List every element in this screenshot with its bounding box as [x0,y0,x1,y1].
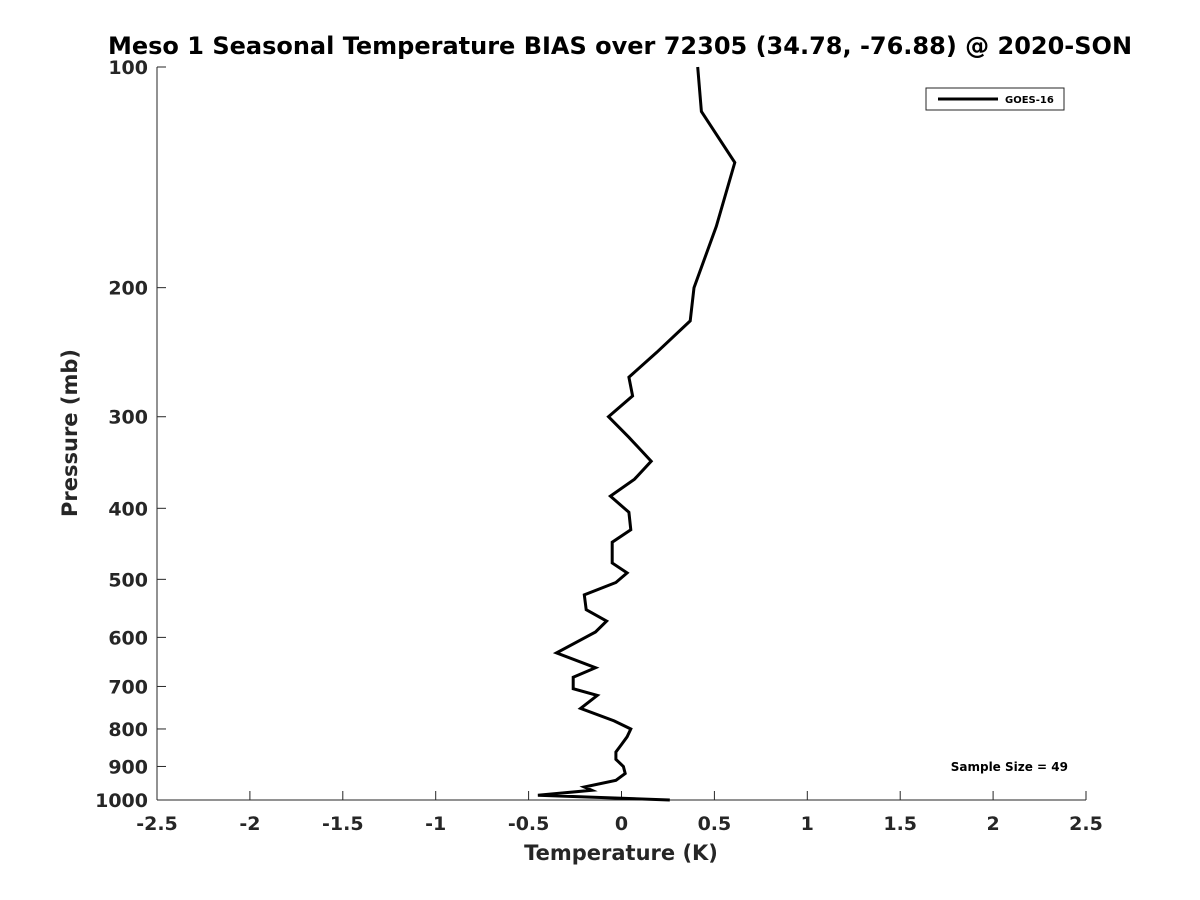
x-tick-label: -2.5 [136,813,178,835]
x-tick-label: -0.5 [508,813,550,835]
y-tick-label: 600 [108,627,148,649]
y-axis-ticks: 100 200 300 400 500 600 700 800 900 1000 [95,57,166,812]
y-tick-label: 100 [108,57,148,79]
sample-size-annotation: Sample Size = 49 [951,760,1068,774]
legend: GOES-16 [925,87,1065,111]
x-axis-ticks: -2.5 -2 -1.5 -1 -0.5 0 0.5 1 1.5 2 2.5 [136,791,1103,835]
legend-label-goes-16: GOES-16 [1005,95,1054,106]
x-tick-label: -2 [239,813,260,835]
series-line-goes-16 [537,66,737,802]
x-tick-label: 0.5 [698,813,732,835]
y-tick-label: 1000 [95,790,148,812]
series-layer [537,66,737,802]
x-tick-label: 1.5 [883,813,917,835]
x-tick-label: -1.5 [322,813,364,835]
x-tick-label: 0 [615,813,628,835]
y-tick-label: 500 [108,569,148,591]
y-tick-label: 200 [108,278,148,300]
y-axis-label: Pressure (mb) [58,349,82,517]
y-tick-label: 800 [108,719,148,741]
y-tick-label: 300 [108,407,148,429]
x-tick-label: -1 [425,813,446,835]
y-tick-label: 700 [108,676,148,698]
x-tick-label: 1 [801,813,814,835]
x-axis-label: Temperature (K) [524,841,718,865]
y-tick-label: 400 [108,498,148,520]
x-tick-label: 2.5 [1069,813,1103,835]
x-tick-label: 2 [986,813,999,835]
y-tick-label: 900 [108,756,148,778]
chart-title: Meso 1 Seasonal Temperature BIAS over 72… [108,32,1132,60]
